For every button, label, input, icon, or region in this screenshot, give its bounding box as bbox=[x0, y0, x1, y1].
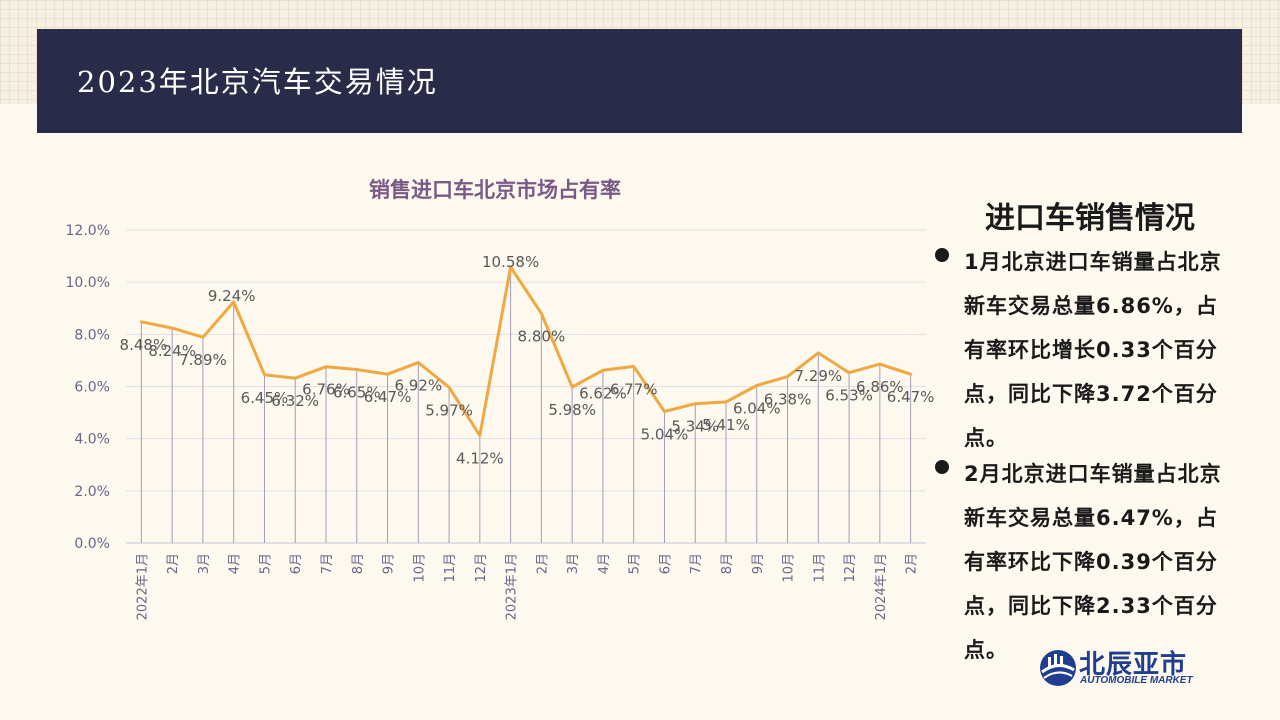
x-tick-label: 9月 bbox=[751, 553, 766, 574]
y-tick-label: 10.0% bbox=[66, 275, 110, 291]
bullet-dot-icon bbox=[935, 248, 949, 262]
x-tick-label: 7月 bbox=[320, 553, 335, 574]
data-label: 5.97% bbox=[425, 401, 473, 419]
bullet-text: 2月北京进口车销量占北京新车交易总量6.47%，占有率环比下降0.39个百分点，… bbox=[964, 462, 1222, 662]
x-tick-label: 3月 bbox=[566, 553, 581, 574]
data-label: 6.47% bbox=[364, 388, 412, 406]
x-tick-label: 8月 bbox=[720, 553, 735, 574]
x-tick-label: 4月 bbox=[597, 553, 612, 574]
x-tick-label: 10月 bbox=[782, 553, 797, 583]
data-label: 8.48% bbox=[120, 336, 168, 354]
y-tick-label: 2.0% bbox=[74, 484, 110, 500]
chart-title: 销售进口车北京市场占有率 bbox=[369, 178, 621, 202]
x-tick-label: 6月 bbox=[658, 553, 673, 574]
data-label: 8.80% bbox=[518, 327, 566, 345]
logo-name-cn: 北辰亚市 bbox=[1079, 650, 1188, 680]
data-label: 6.53% bbox=[825, 387, 873, 405]
data-label: 6.77% bbox=[610, 380, 658, 398]
data-label: 5.04% bbox=[641, 426, 689, 444]
x-tick-label: 11月 bbox=[812, 553, 827, 583]
data-label: 8.24% bbox=[148, 342, 196, 360]
x-tick-label: 9月 bbox=[382, 553, 397, 574]
x-tick-label: 3月 bbox=[197, 553, 212, 574]
x-tick-label: 7月 bbox=[689, 553, 704, 574]
data-label: 6.32% bbox=[271, 392, 319, 410]
page-title: 2023年北京汽车交易情况 bbox=[77, 65, 438, 99]
x-tick-label: 2月 bbox=[535, 553, 550, 574]
data-label: 6.47% bbox=[887, 388, 935, 406]
bullet-dot-icon bbox=[935, 460, 949, 474]
logo-name-en: AUTOMOBILE MARKET bbox=[1080, 675, 1193, 686]
x-tick-label: 2月 bbox=[166, 553, 181, 574]
x-tick-label: 5月 bbox=[258, 553, 273, 574]
header-bar: 2023年北京汽车交易情况 bbox=[37, 29, 1242, 133]
x-tick-label: 12月 bbox=[843, 553, 858, 583]
y-tick-label: 0.0% bbox=[74, 536, 110, 552]
data-label: 6.38% bbox=[764, 391, 812, 409]
data-label: 6.86% bbox=[856, 378, 904, 396]
side-panel-title: 进口车销售情况 bbox=[985, 201, 1195, 236]
data-label: 9.24% bbox=[208, 287, 256, 305]
company-logo: 北辰亚市 AUTOMOBILE MARKET bbox=[1038, 646, 1213, 690]
data-label: 6.04% bbox=[733, 399, 781, 417]
bullet-text: 1月北京进口车销量占北京新车交易总量6.86%，占有率环比增长0.33个百分点，… bbox=[964, 250, 1222, 450]
data-label: 10.58% bbox=[482, 253, 539, 271]
x-tick-label: 4月 bbox=[228, 553, 243, 574]
x-tick-label: 12月 bbox=[474, 553, 489, 583]
data-label: 4.12% bbox=[456, 450, 504, 468]
data-label: 5.41% bbox=[702, 416, 750, 434]
data-label: 5.98% bbox=[548, 401, 596, 419]
x-tick-label: 6月 bbox=[289, 553, 304, 574]
x-tick-label: 8月 bbox=[351, 553, 366, 574]
x-tick-label: 2月 bbox=[905, 553, 920, 574]
y-tick-label: 12.0% bbox=[66, 223, 110, 239]
x-tick-label: 10月 bbox=[412, 553, 427, 583]
x-tick-label: 2024年1月 bbox=[874, 553, 889, 620]
data-label: 7.29% bbox=[794, 367, 842, 385]
x-tick-label: 2023年1月 bbox=[505, 553, 520, 620]
series-line bbox=[139, 265, 913, 437]
bullet-item: 1月北京进口车销量占北京新车交易总量6.86%，占有率环比增长0.33个百分点，… bbox=[935, 240, 1225, 460]
x-tick-label: 2022年1月 bbox=[135, 553, 150, 620]
y-tick-label: 4.0% bbox=[74, 432, 110, 448]
y-tick-label: 6.0% bbox=[74, 380, 110, 396]
data-label: 6.76% bbox=[302, 381, 350, 399]
x-tick-label: 11月 bbox=[443, 553, 458, 583]
globe-car-icon bbox=[1040, 650, 1076, 686]
data-label: 6.45% bbox=[241, 389, 289, 407]
data-label: 6.65% bbox=[333, 384, 381, 402]
x-tick-label: 5月 bbox=[628, 553, 643, 574]
data-label: 5.34% bbox=[671, 418, 719, 436]
data-label: 6.62% bbox=[579, 384, 627, 402]
y-tick-label: 8.0% bbox=[74, 327, 110, 343]
data-label: 6.92% bbox=[394, 377, 442, 395]
data-label: 7.89% bbox=[179, 351, 227, 369]
bullet-item: 2月北京进口车销量占北京新车交易总量6.47%，占有率环比下降0.39个百分点，… bbox=[935, 452, 1225, 672]
